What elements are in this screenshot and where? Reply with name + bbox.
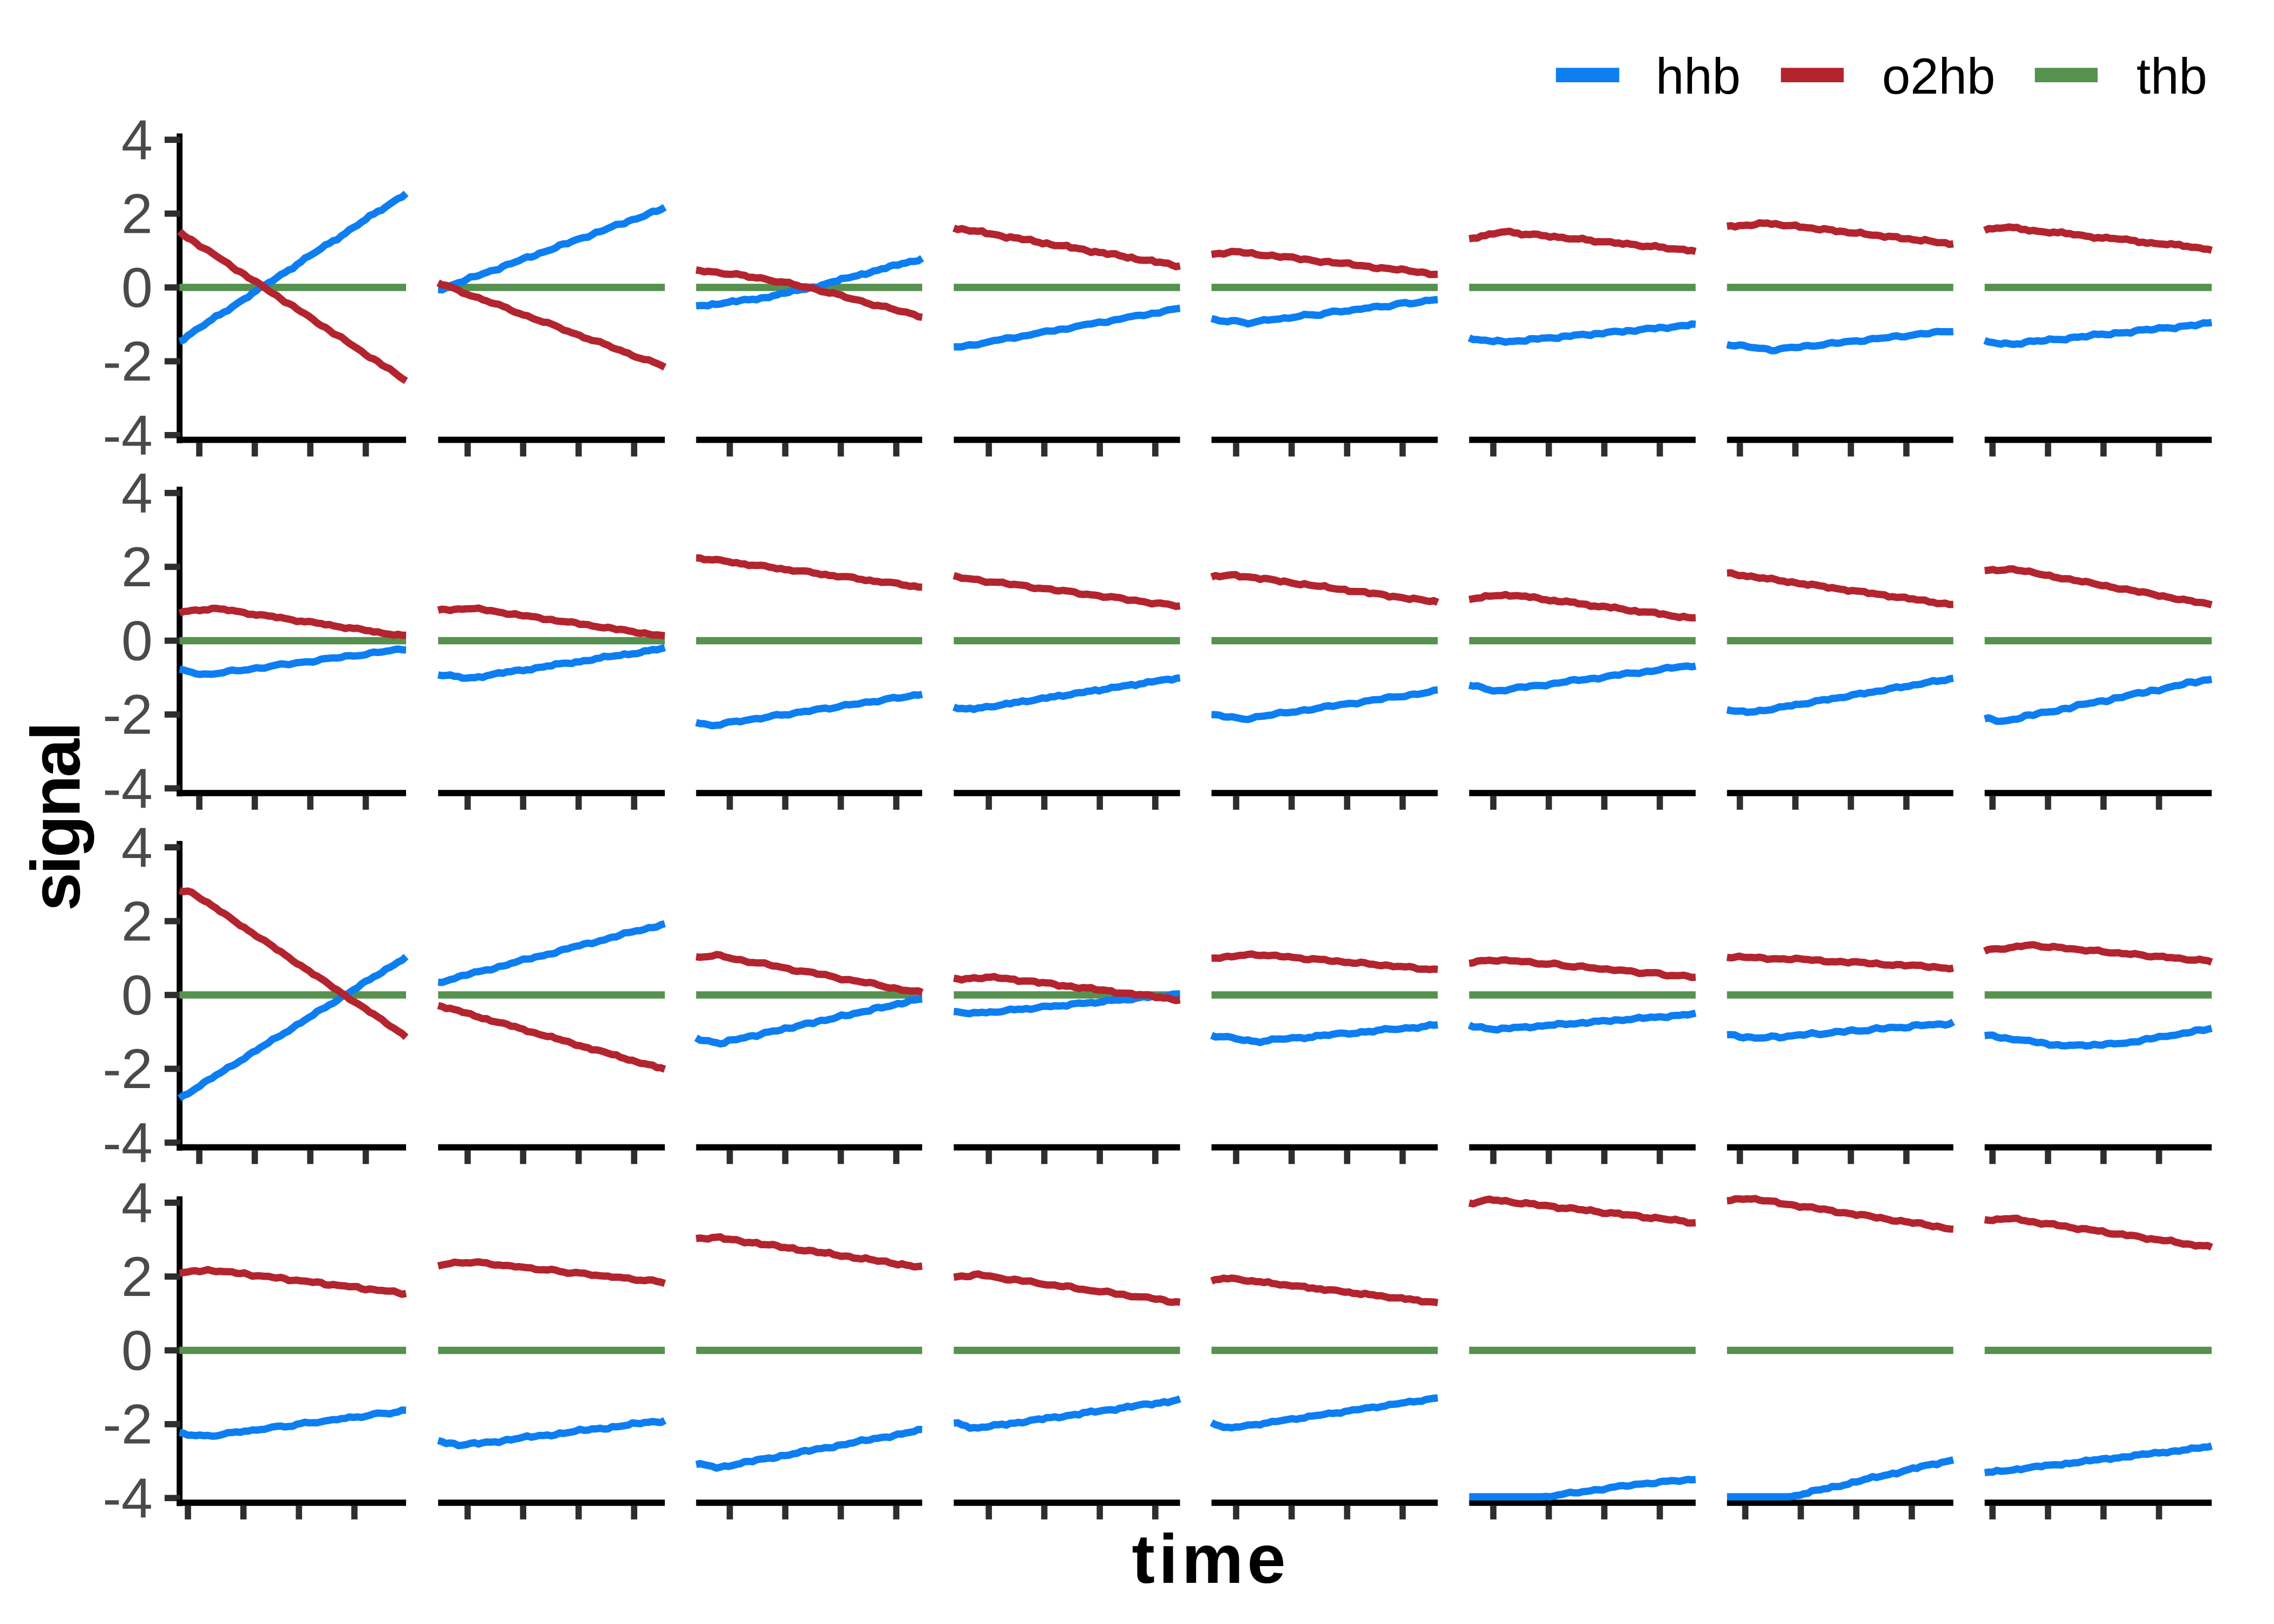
svg-text:time: time [1132, 1521, 1289, 1598]
svg-text:4: 4 [121, 462, 153, 525]
svg-text:-2: -2 [103, 684, 153, 746]
svg-text:2: 2 [121, 536, 153, 599]
svg-text:thb: thb [2136, 48, 2207, 104]
svg-text:-2: -2 [103, 1393, 153, 1456]
svg-text:0: 0 [121, 964, 153, 1027]
svg-text:-4: -4 [103, 404, 153, 467]
svg-text:hhb: hhb [1656, 48, 1741, 104]
svg-text:o2hb: o2hb [1882, 48, 1995, 104]
svg-text:2: 2 [121, 1246, 153, 1308]
svg-text:4: 4 [121, 109, 153, 172]
svg-text:-4: -4 [103, 1112, 153, 1175]
svg-text:-2: -2 [103, 1038, 153, 1101]
svg-text:signal: signal [17, 724, 95, 911]
svg-text:0: 0 [121, 1319, 153, 1382]
svg-text:0: 0 [121, 610, 153, 672]
svg-text:-2: -2 [103, 330, 153, 393]
svg-text:2: 2 [121, 182, 153, 245]
svg-text:0: 0 [121, 257, 153, 319]
svg-text:4: 4 [121, 1172, 153, 1235]
svg-text:2: 2 [121, 890, 153, 953]
svg-text:4: 4 [121, 816, 153, 879]
svg-text:-4: -4 [103, 757, 153, 820]
svg-text:-4: -4 [103, 1467, 153, 1530]
